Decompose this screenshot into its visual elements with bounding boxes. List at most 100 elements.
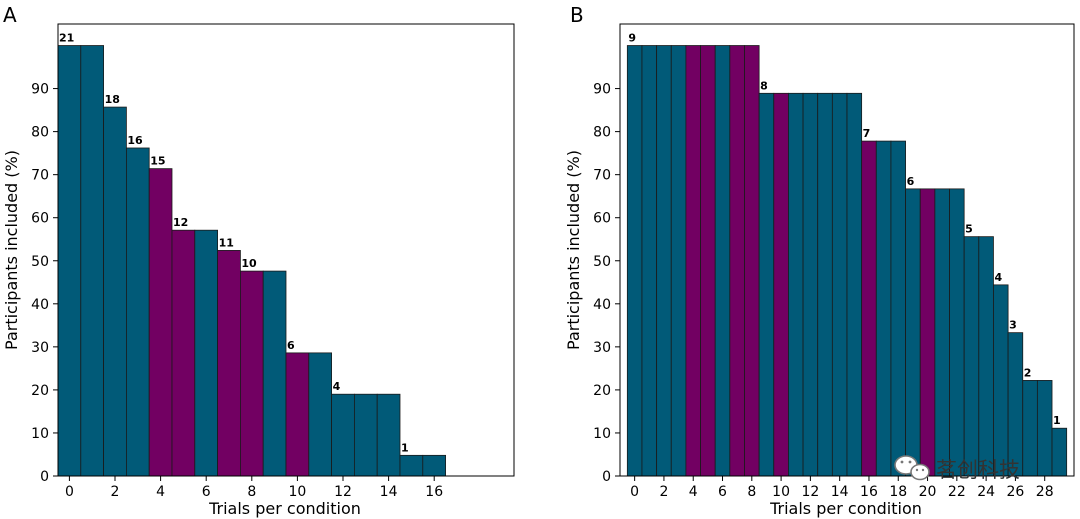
data-label: 11 — [219, 236, 234, 249]
bar — [978, 236, 994, 477]
data-label: 3 — [1009, 319, 1017, 332]
bar — [758, 92, 775, 477]
x-tick-label: 16 — [425, 484, 443, 500]
x-tick-label: 26 — [1007, 484, 1025, 500]
y-axis-label: Participants included (%) — [2, 150, 21, 350]
bar — [1051, 427, 1068, 477]
y-tick-label: 20 — [593, 383, 611, 399]
x-tick-label: 6 — [202, 484, 211, 500]
bar — [376, 393, 401, 477]
x-tick-label: 28 — [1036, 484, 1054, 500]
bar — [788, 92, 804, 477]
data-label: 9 — [628, 32, 636, 45]
data-label: 6 — [907, 175, 915, 188]
bar — [744, 45, 760, 477]
panel-letter: B — [570, 3, 584, 27]
y-tick-label: 0 — [40, 469, 49, 485]
data-label: 16 — [127, 134, 143, 147]
data-label: 5 — [965, 223, 973, 236]
y-tick-label: 20 — [31, 383, 49, 399]
data-label: 10 — [241, 257, 257, 270]
y-tick-label: 40 — [593, 297, 611, 313]
y-tick-label: 40 — [31, 297, 49, 313]
x-tick-label: 0 — [630, 484, 639, 500]
x-axis-label: Trials per condition — [769, 499, 922, 518]
data-label: 4 — [994, 271, 1002, 284]
bar — [890, 140, 906, 477]
bar — [171, 229, 196, 477]
plot-frame — [57, 23, 515, 477]
bar — [239, 270, 264, 477]
x-tick-label: 2 — [111, 484, 120, 500]
bar — [773, 92, 789, 477]
bar — [399, 454, 424, 477]
panel-letter: A — [3, 3, 17, 27]
x-tick-label: 18 — [889, 484, 907, 500]
bar — [1007, 332, 1024, 477]
bar — [714, 45, 731, 477]
y-tick-label: 50 — [31, 254, 49, 270]
x-tick-label: 20 — [919, 484, 937, 500]
bar — [126, 147, 150, 477]
y-tick-label: 60 — [593, 211, 611, 227]
x-tick-label: 8 — [747, 484, 756, 500]
data-label: 1 — [401, 441, 409, 454]
x-tick-label: 4 — [689, 484, 698, 500]
watermark: 茗创科技 — [894, 455, 1020, 482]
y-tick-label: 50 — [593, 254, 611, 270]
y-tick-label: 60 — [31, 211, 49, 227]
y-tick-label: 80 — [593, 125, 611, 141]
bar — [670, 45, 687, 477]
data-label: 15 — [150, 155, 165, 168]
bar — [949, 188, 965, 477]
bar — [308, 352, 332, 477]
x-tick-label: 14 — [831, 484, 849, 500]
x-tick-label: 12 — [801, 484, 819, 500]
x-tick-label: 2 — [659, 484, 668, 500]
y-tick-label: 10 — [593, 426, 611, 442]
y-tick-label: 70 — [593, 168, 611, 184]
x-tick-label: 4 — [156, 484, 165, 500]
x-tick-label: 6 — [718, 484, 727, 500]
y-tick-label: 80 — [31, 125, 49, 141]
bar — [963, 236, 980, 477]
bar — [919, 188, 936, 477]
data-label: 4 — [333, 380, 341, 393]
x-tick-label: 8 — [247, 484, 256, 500]
bar — [194, 229, 219, 477]
x-tick-label: 10 — [772, 484, 790, 500]
data-label: 7 — [863, 127, 871, 140]
bar — [262, 270, 287, 477]
bar — [993, 284, 1009, 477]
bar — [700, 45, 716, 477]
y-tick-label: 70 — [31, 168, 49, 184]
bar — [817, 92, 833, 477]
bar — [875, 140, 892, 477]
data-label: 1 — [1053, 414, 1061, 427]
y-tick-label: 30 — [593, 340, 611, 356]
x-tick-label: 16 — [860, 484, 878, 500]
y-axis-label: Participants included (%) — [564, 150, 583, 350]
bar — [148, 168, 173, 477]
bar — [331, 393, 355, 477]
bar — [685, 45, 701, 477]
plot-frame — [619, 23, 1075, 477]
bar — [934, 188, 950, 477]
bar — [831, 92, 848, 477]
x-axis-label: Trials per condition — [208, 499, 361, 518]
bar — [729, 45, 745, 477]
bar — [626, 45, 643, 477]
bar — [217, 250, 241, 477]
bar — [285, 352, 310, 477]
data-label: 6 — [287, 339, 295, 352]
data-label: 18 — [105, 93, 120, 106]
y-tick-label: 90 — [593, 82, 611, 98]
watermark-text: 茗创科技 — [936, 458, 1020, 482]
data-label: 12 — [173, 216, 188, 229]
x-tick-label: 22 — [948, 484, 966, 500]
bar — [1036, 380, 1053, 477]
bar — [656, 45, 672, 477]
bar — [861, 140, 877, 477]
